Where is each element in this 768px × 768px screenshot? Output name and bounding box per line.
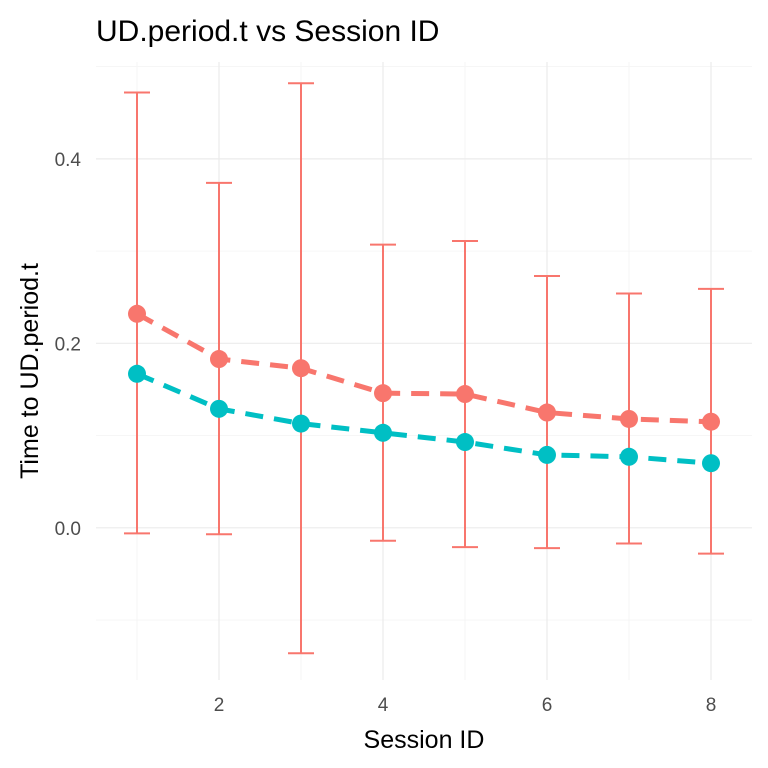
series-line-series-red [135,311,712,425]
data-point-series-teal [374,423,392,442]
data-point-series-red [538,403,556,422]
chart-title: UD.period.t vs Session ID [96,15,439,48]
x-tick-label: 6 [542,695,553,716]
tick-labels: 2 4 6 8 0.0 0.2 0.4 [55,150,717,716]
data-point-series-teal [292,414,310,433]
y-tick-label: 0.0 [55,519,81,540]
data-point-series-red [374,384,392,403]
data-point-series-red [620,409,638,428]
data-point-series-red [210,350,228,369]
data-point-series-red [128,304,146,323]
series-line-series-teal [136,371,712,466]
x-tick-label: 2 [214,695,225,716]
data-point-series-teal [702,454,720,473]
x-tick-label: 8 [706,695,717,716]
y-tick-label: 0.4 [55,150,82,171]
gridlines [96,62,752,680]
series-points [128,304,720,473]
data-point-series-teal [620,447,638,466]
y-tick-label: 0.2 [55,334,81,355]
data-point-series-red [292,359,310,378]
data-point-series-red [456,385,474,404]
series-lines [135,311,712,466]
data-point-series-teal [538,445,556,464]
data-point-series-teal [210,399,228,418]
data-point-series-red [702,412,720,431]
error-bars [124,82,724,655]
y-axis-label: Time to UD.period.t [16,263,44,479]
data-point-series-teal [128,364,146,383]
data-point-series-teal [456,433,474,452]
x-tick-label: 4 [378,695,389,716]
x-axis-label: Session ID [364,726,485,754]
